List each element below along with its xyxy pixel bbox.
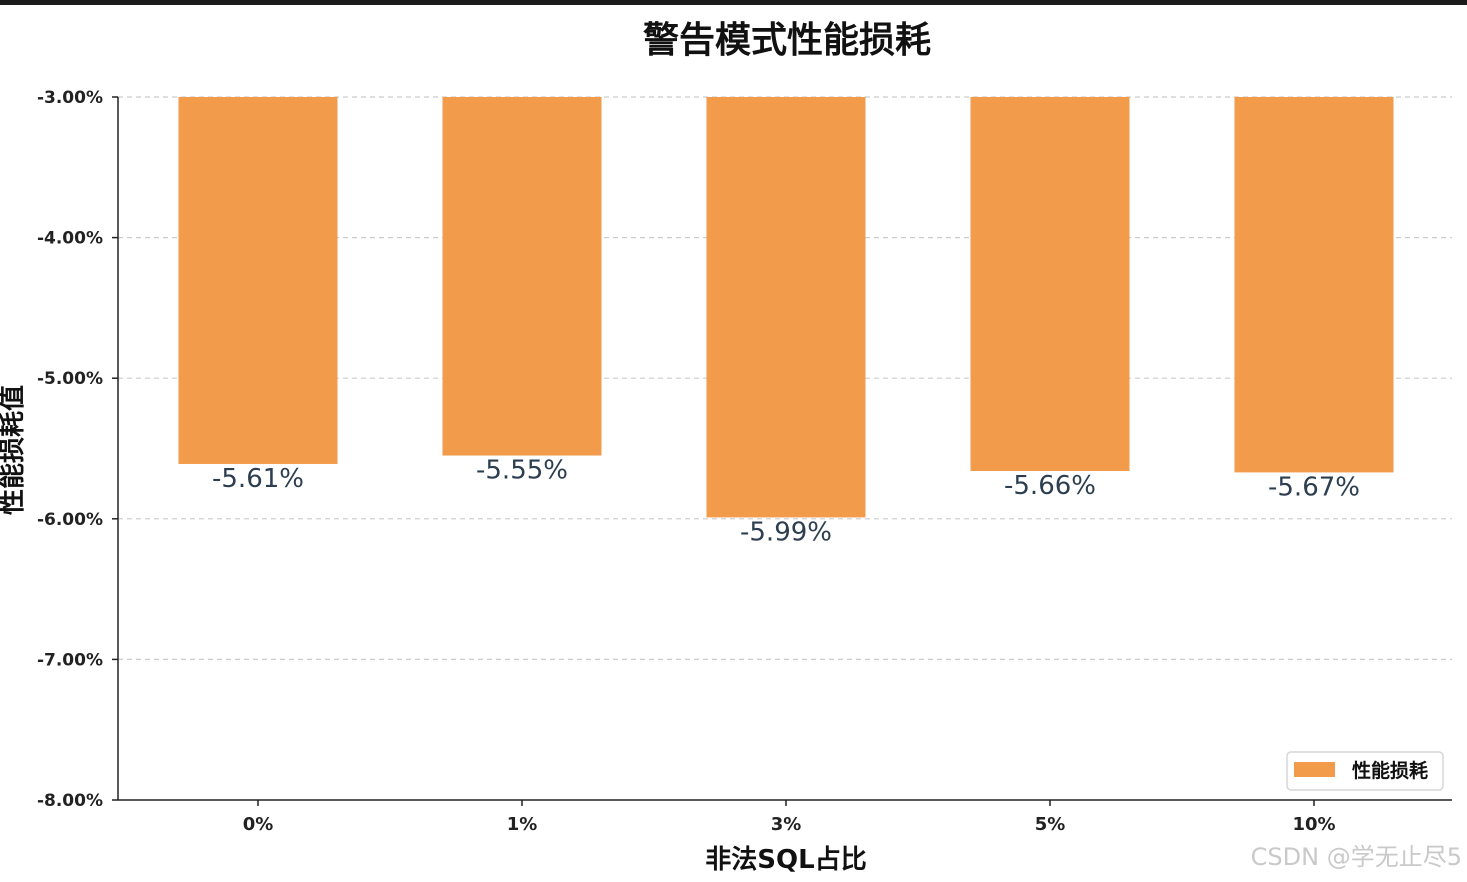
legend-box: [1286, 751, 1444, 791]
x-tick-label: 3%: [771, 814, 802, 835]
data-label: -5.55%: [476, 456, 568, 486]
bar: [178, 97, 338, 464]
legend: 性能损耗: [1286, 751, 1444, 791]
bars: [178, 97, 1394, 518]
x-tick-label: 1%: [507, 814, 538, 835]
legend-label: 性能损耗: [1352, 759, 1428, 782]
x-tick-label: 5%: [1035, 814, 1066, 835]
bar: [970, 97, 1130, 471]
x-axis-label: 非法SQL占比: [705, 845, 866, 875]
top-strip: [0, 0, 1467, 5]
axes: [117, 97, 1452, 801]
bar: [706, 97, 866, 518]
y-tick-label: -7.00%: [37, 650, 103, 670]
bar: [1234, 97, 1394, 473]
data-label: -5.67%: [1268, 472, 1360, 502]
y-ticks: -3.00% -4.00% -5.00% -6.00% -7.00% -8.00%: [37, 88, 118, 811]
y-tick-label: -6.00%: [37, 510, 103, 530]
x-ticks: 0% 1% 3% 5% 10%: [243, 800, 1336, 835]
y-tick-label: -4.00%: [37, 229, 103, 249]
data-labels: -5.61% -5.55% -5.99% -5.66% -5.67%: [212, 456, 1360, 548]
data-label: -5.99%: [740, 517, 832, 547]
watermark: CSDN @学无止尽5: [1251, 843, 1462, 871]
y-axis-label: 性能损耗值: [0, 385, 28, 515]
legend-swatch: [1294, 762, 1335, 777]
data-label: -5.66%: [1004, 471, 1096, 501]
y-tick-label: -5.00%: [37, 369, 103, 389]
chart-title: 警告模式性能损耗: [643, 20, 931, 61]
data-label: -5.61%: [212, 464, 304, 494]
y-tick-label: -3.00%: [37, 88, 103, 108]
bar: [442, 97, 602, 456]
x-tick-label: 0%: [243, 814, 274, 835]
y-tick-label: -8.00%: [37, 791, 103, 811]
x-tick-label: 10%: [1292, 814, 1335, 835]
